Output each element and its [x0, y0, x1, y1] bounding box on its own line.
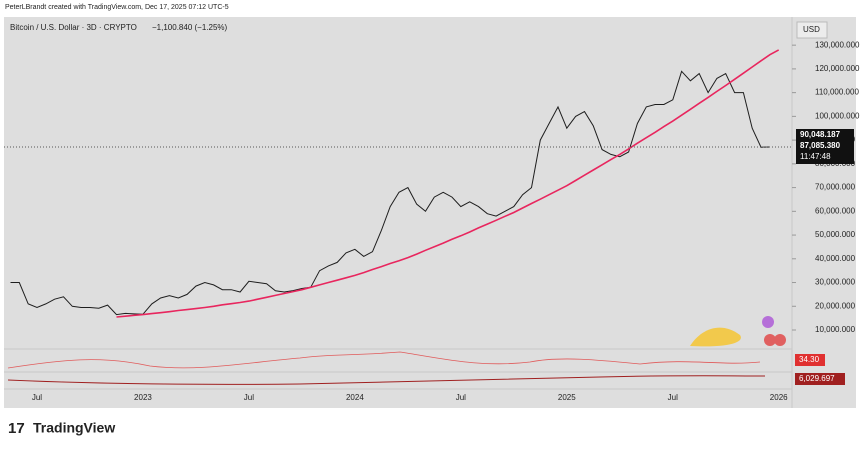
event-icon: [774, 334, 786, 346]
y-tick-label: 20,000.000: [815, 301, 856, 310]
brand: TradingView: [33, 420, 115, 436]
currency: USD: [803, 25, 820, 34]
y-tick-label: 130,000.000: [815, 40, 860, 49]
indicator-line: [7, 351, 761, 369]
x-tick-label: Jul: [244, 393, 254, 402]
curve-line: [116, 49, 780, 318]
indicator-tag-text: 6,029.697: [799, 374, 835, 383]
indicator-tag: [795, 354, 825, 366]
price-line: [10, 70, 770, 316]
x-tick-label: 2025: [558, 393, 576, 402]
x-tick-label: 2024: [346, 393, 364, 402]
currency-box: [796, 21, 828, 39]
y-tick-label: 10,000.000: [815, 325, 856, 334]
indicator-line: [7, 375, 766, 385]
price-tag-text: 87,085.380: [800, 141, 841, 150]
x-tick-label: Jul: [32, 393, 42, 402]
y-tick-label: 120,000.000: [815, 64, 860, 73]
brand-logo-mark: 17: [8, 420, 25, 437]
event-icon: [762, 316, 774, 328]
y-tick-label: 40,000.000: [815, 254, 856, 263]
y-tick-label: 30,000.000: [815, 278, 856, 287]
header: PeterLBrandt created with TradingView.co…: [5, 4, 229, 11]
indicator-tag: [795, 373, 845, 385]
y-tick-label: 110,000.000: [815, 88, 859, 97]
indicator-tag-text: 34.30: [799, 355, 820, 364]
x-tick-label: 2023: [134, 393, 152, 402]
y-tick-label: 100,000.000: [815, 111, 860, 120]
y-tick-label: 70,000.000: [815, 183, 856, 192]
banana-icon: [690, 327, 741, 347]
price-change: −1,100.840 (−1.25%): [152, 23, 228, 32]
y-tick-label: 50,000.000: [815, 230, 856, 239]
event-icon: [764, 334, 776, 346]
price-tag-text: 90,048.187: [800, 130, 841, 139]
x-tick-label: 2026: [770, 393, 788, 402]
y-tick-label: 60,000.000: [815, 206, 856, 215]
price-tag-text: 11:47:48: [800, 152, 831, 161]
x-tick-label: Jul: [668, 393, 678, 402]
price-tag: [796, 129, 854, 164]
chart-title: Bitcoin / U.S. Dollar · 3D · CRYPTO: [10, 23, 137, 32]
x-tick-label: Jul: [456, 393, 466, 402]
